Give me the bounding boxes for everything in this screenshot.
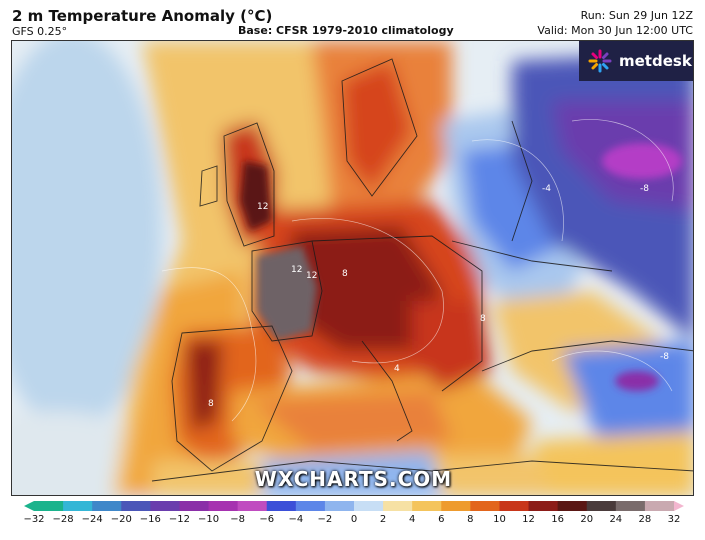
colorbar-tick-label: −16 <box>139 514 161 525</box>
colorbar-cell <box>499 501 530 511</box>
colorbar-tick-label: −10 <box>197 514 220 525</box>
colorbar-tick-label: −32 <box>23 514 45 525</box>
map-label-east: -4 <box>542 184 551 194</box>
map-canvas: 12 12 12 -8 -8 8 8 8 4 -4 <box>12 41 693 495</box>
map-label-uk: 12 <box>257 202 268 212</box>
map-label-russia: -8 <box>640 184 649 194</box>
model-label: GFS 0.25° <box>12 25 68 38</box>
map-label-alps: 8 <box>342 269 348 279</box>
colorbar-tick-label: −12 <box>168 514 191 525</box>
colorbar-tick-label: −28 <box>52 514 74 525</box>
map-label-turkey: -8 <box>660 352 669 362</box>
metdesk-logo-icon <box>588 49 612 73</box>
colorbar-tick-label: −8 <box>230 514 245 525</box>
map-label-italy: 4 <box>394 364 400 374</box>
map-label-balkans: 8 <box>480 314 486 324</box>
colorbar-cell <box>644 501 675 511</box>
colorbar-cell <box>237 501 268 511</box>
metdesk-logo[interactable]: metdesk <box>579 41 693 81</box>
wxcharts-watermark: WXCHARTS.COM <box>254 467 453 491</box>
colorbar-ticks: −32 −28 −24 −20 −16 −12 −10 −8 −6 −4 −2 0 2 4 6 8 10 12 16… <box>23 514 684 528</box>
colorbar-cell <box>557 501 588 511</box>
colorbar-cell <box>179 501 210 511</box>
colorbar-cell <box>412 501 442 511</box>
colorbar-cell <box>295 501 326 511</box>
colorbar-cell <box>441 501 471 511</box>
colorbar-cell <box>92 501 122 511</box>
chart-title: 2 m Temperature Anomaly (°C) <box>12 7 273 25</box>
map-label-iberia: 8 <box>208 399 214 409</box>
colorbar-cell <box>63 501 93 511</box>
valid-time-label: Valid: Mon 30 Jun 12:00 UTC <box>537 24 693 37</box>
colorbar-tick-label: −24 <box>81 514 103 525</box>
base-climatology-label: Base: CFSR 1979-2010 climatology <box>238 24 454 37</box>
colorbar-tick-label: −2 <box>317 514 333 525</box>
colorbar-tick-label: 32 <box>667 514 681 525</box>
colorbar-cell <box>266 501 297 511</box>
colorbar-tick-label: 4 <box>408 514 416 525</box>
chart-header: 2 m Temperature Anomaly (°C) GFS 0.25° B… <box>0 0 705 40</box>
colorbar-tick-label: 12 <box>522 514 535 525</box>
map-label-france-a: 12 <box>291 265 302 275</box>
colorbar-tick-label: −6 <box>259 514 275 525</box>
colorbar-cell <box>615 501 646 511</box>
run-time-label: Run: Sun 29 Jun 12Z <box>580 9 693 22</box>
colorbar-cell <box>354 501 384 511</box>
colorbar-cell <box>528 501 559 511</box>
colorbar-tick-label: 0 <box>350 514 358 525</box>
colorbar-cell <box>150 501 180 511</box>
colorbar-cell <box>383 501 413 511</box>
colorbar-arrow-right <box>674 501 684 511</box>
colorbar-cell <box>34 501 64 511</box>
temperature-anomaly-map[interactable]: 12 12 12 -8 -8 8 8 8 4 -4 metdesk <box>11 40 694 496</box>
colorbar-arrow-left <box>24 501 34 511</box>
colorbar <box>24 501 684 511</box>
metdesk-logo-text: metdesk <box>619 52 692 70</box>
colorbar-tick-label: 16 <box>551 514 564 525</box>
colorbar-tick-label: 8 <box>467 514 474 525</box>
colorbar-cell <box>324 501 355 511</box>
colorbar-tick-label: 20 <box>580 514 594 525</box>
colorbar-tick-label: 24 <box>609 514 623 525</box>
colorbar-tick-label: −20 <box>110 514 132 525</box>
coastlines <box>151 58 693 482</box>
contour-lines <box>161 119 674 422</box>
colorbar-tick-label: −4 <box>288 514 304 525</box>
colorbar-tick-label: 28 <box>638 514 652 525</box>
colorbar-cell <box>586 501 617 511</box>
colorbar-tick-label: 10 <box>493 514 506 525</box>
colorbar-cell <box>208 501 239 511</box>
colorbar-tick-label: 2 <box>379 514 387 525</box>
map-label-france-b: 12 <box>306 271 317 281</box>
colorbar-tick-label: 6 <box>438 514 445 525</box>
colorbar-cell <box>121 501 151 511</box>
colorbar-cell <box>470 501 500 511</box>
